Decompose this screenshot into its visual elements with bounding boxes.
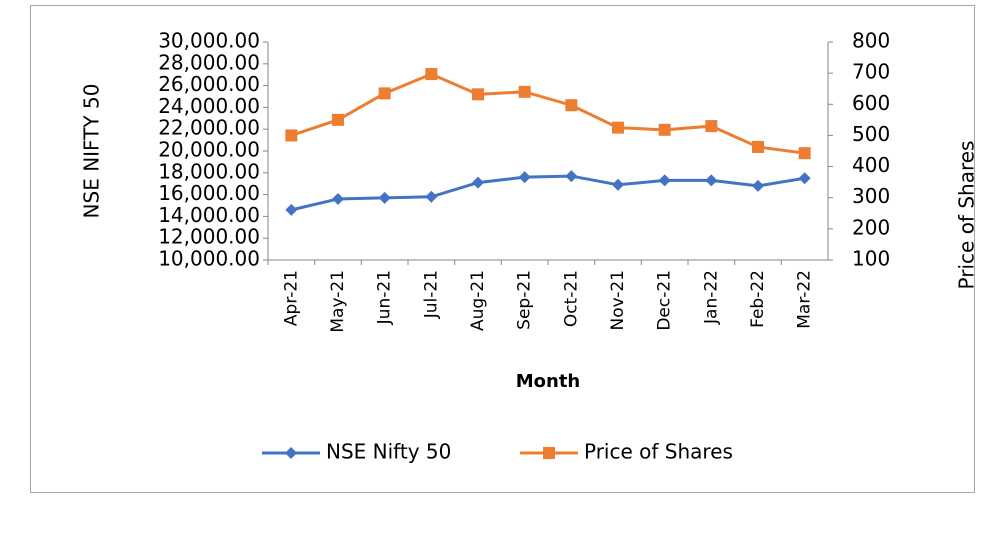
data-point <box>378 87 391 100</box>
legend-label: NSE Nifty 50 <box>326 440 451 464</box>
data-point <box>378 191 391 204</box>
y2-tick-label: 600 <box>852 91 890 115</box>
chart-border <box>30 5 975 493</box>
y2-tick-label: 500 <box>852 122 890 146</box>
y-tick-label: 22,000.00 <box>158 116 260 140</box>
data-point <box>565 99 578 112</box>
data-point <box>518 85 531 98</box>
x-tick-label: Oct-21 <box>561 270 581 327</box>
data-point <box>658 123 671 136</box>
x-tick-label: Mar-22 <box>795 270 815 329</box>
y2-tick-label: 100 <box>852 247 890 271</box>
data-point <box>332 113 344 126</box>
legend-label: Price of Shares <box>584 440 733 464</box>
y-tick-label: 18,000.00 <box>158 159 260 183</box>
x-tick-label: Jan-22 <box>701 270 721 325</box>
data-point <box>472 176 484 189</box>
x-tick-label: Feb-22 <box>748 270 768 328</box>
data-point <box>705 174 718 187</box>
y2-tick-label: 300 <box>852 184 890 208</box>
data-point <box>472 88 484 101</box>
series-line <box>290 72 805 155</box>
x-tick-label: Jul-21 <box>421 270 441 319</box>
data-point <box>425 190 438 203</box>
data-point <box>612 178 624 191</box>
data-point <box>565 170 578 183</box>
data-point <box>752 140 764 153</box>
data-point <box>285 203 298 216</box>
y-tick-label: 26,000.00 <box>158 72 260 96</box>
y2-tick-label: 200 <box>852 215 890 239</box>
y-tick-label: 14,000.00 <box>158 203 260 227</box>
y2-axis-title: Price of Shares <box>955 141 979 290</box>
y-tick-label: 28,000.00 <box>158 50 260 74</box>
x-tick-label: Sep-21 <box>515 270 535 330</box>
x-tick-label: Jun-21 <box>375 270 395 325</box>
y-tick-label: 12,000.00 <box>158 225 260 249</box>
x-tick-label: May-21 <box>328 270 348 333</box>
data-point <box>798 172 811 185</box>
y-tick-label: 16,000.00 <box>158 181 260 205</box>
y-tick-label: 20,000.00 <box>158 138 260 162</box>
x-axis-title: Month <box>516 371 581 392</box>
data-point <box>332 192 344 205</box>
y-axis-title: NSE NIFTY 50 <box>80 84 104 219</box>
y-tick-label: 24,000.00 <box>158 94 260 118</box>
data-point <box>285 129 298 142</box>
x-tick-label: Dec-21 <box>655 270 675 331</box>
y-tick-label: 10,000.00 <box>158 247 260 271</box>
legend-marker <box>285 447 297 459</box>
data-point <box>658 174 671 187</box>
y2-tick-label: 400 <box>852 153 890 177</box>
series-line <box>290 174 805 212</box>
data-point <box>612 121 624 134</box>
x-tick-label: Nov-21 <box>608 270 628 331</box>
data-point <box>518 171 531 184</box>
y2-tick-label: 700 <box>852 60 890 84</box>
data-point <box>425 68 438 81</box>
data-point <box>705 120 718 133</box>
data-point <box>752 179 764 192</box>
y2-tick-label: 800 <box>852 29 890 53</box>
data-point <box>798 147 811 160</box>
x-tick-label: Aug-21 <box>468 270 488 331</box>
y-tick-label: 30,000.00 <box>158 29 260 53</box>
x-tick-label: Apr-21 <box>281 270 301 326</box>
legend-marker <box>543 447 555 459</box>
